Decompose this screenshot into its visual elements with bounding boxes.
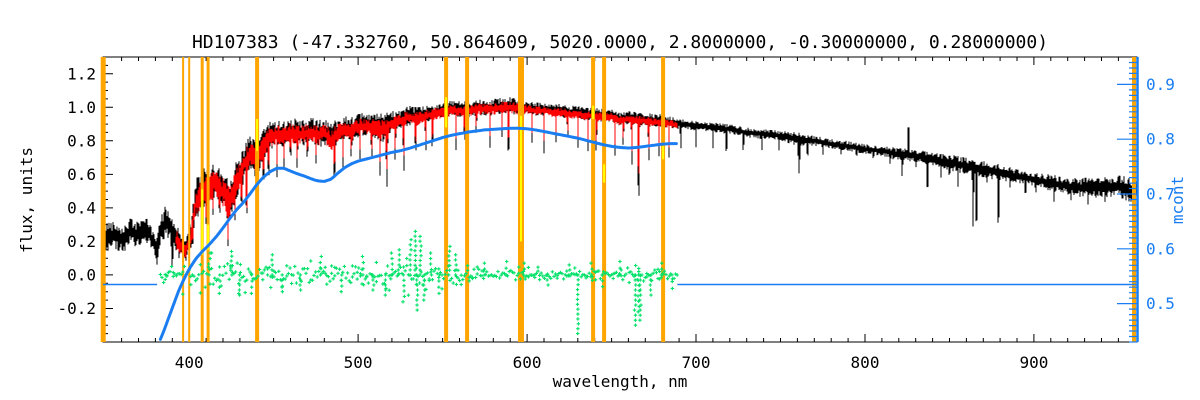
y-right-tick-label: 0.8	[1146, 130, 1175, 149]
x-tick-label: 800	[851, 353, 880, 372]
masked-points	[201, 97, 665, 255]
axes-layer: 400 500 600 700 800 900 -0.2 0.0 0.2 0.4 0.6 0.8 1.0…	[57, 56, 1138, 372]
y-left-tick-label: 0.2	[67, 232, 96, 251]
x-tick-label: 500	[344, 353, 373, 372]
y-left-tick-label: 0.6	[67, 165, 96, 184]
y-left-tick-label: 0.4	[67, 198, 96, 217]
y-left-tick-label: 1.2	[67, 64, 96, 83]
continuum-curve	[158, 126, 678, 341]
y-left-tick-label: 1.0	[67, 98, 96, 117]
x-axis-label: wavelength, nm	[553, 372, 688, 391]
y-right-tick-label: 0.6	[1146, 239, 1175, 258]
y-left-tick-label: 0.0	[67, 265, 96, 284]
y-left-tick-label: 0.8	[67, 131, 96, 150]
series-layer	[100, 57, 1138, 342]
y-right-tick-label: 0.7	[1146, 185, 1175, 204]
x-tick-label: 700	[682, 353, 711, 372]
right-axis-ticks	[1117, 61, 1137, 343]
y-axis-label-left: flux, units	[17, 147, 36, 253]
fitted-spectrum	[175, 101, 678, 258]
x-tick-label: 400	[175, 353, 204, 372]
x-tick-label: 600	[513, 353, 542, 372]
right-axis-layer: 0.5 0.6 0.7 0.8 0.9	[1117, 57, 1175, 343]
residuals-markers	[158, 229, 679, 336]
y-left-tick-label: -0.2	[57, 299, 96, 318]
y-right-tick-label: 0.5	[1146, 294, 1175, 313]
y-axis-label-right: mcont	[1168, 176, 1187, 224]
y-right-tick-label: 0.9	[1146, 75, 1175, 94]
chart-title: HD107383 (-47.332760, 50.864609, 5020.00…	[192, 32, 1048, 53]
x-tick-label: 900	[1019, 353, 1048, 372]
